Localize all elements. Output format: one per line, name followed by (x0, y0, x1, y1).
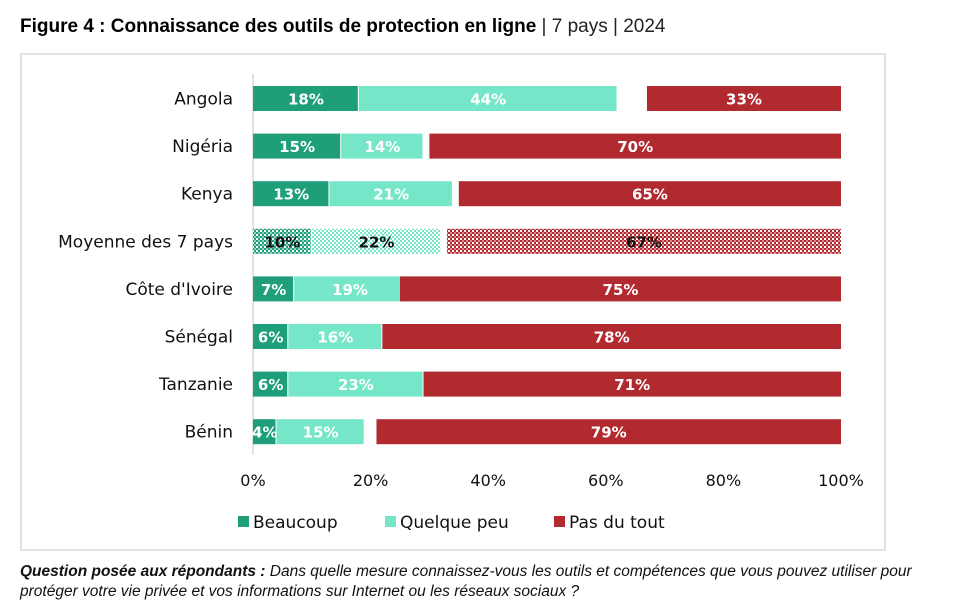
bar-segment-beaucoup (253, 181, 329, 207)
question-label: Question posée aux répondants : (20, 563, 266, 580)
bar-segment-quelque-peu (276, 419, 364, 445)
bar-segment-quelque-peu (288, 371, 423, 397)
data-label: 18% (288, 91, 324, 109)
category-label: Moyenne des 7 pays (58, 232, 233, 252)
category-label: Côte d'Ivoire (125, 280, 233, 300)
bar-segment-pas-du-tout (423, 371, 841, 397)
data-label: 7% (261, 281, 286, 299)
bar-segment-pas-du-tout (429, 133, 841, 159)
bar-segment-pas-du-tout (646, 86, 841, 111)
data-label: 19% (332, 281, 368, 299)
data-label: 23% (338, 376, 374, 394)
data-label: 10% (264, 233, 300, 251)
data-label: 65% (632, 186, 668, 204)
data-label: 15% (303, 424, 339, 442)
legend-swatch-pas-du-tout (554, 516, 565, 527)
data-label: 67% (626, 233, 662, 251)
category-labels: Angola Nigéria Kenya Moyenne des 7 pays Côte… (58, 90, 233, 443)
bar-segment-beaucoup (253, 276, 294, 302)
data-label: 33% (726, 91, 762, 109)
figure-title-main: Figure 4 : Connaissance des outils de pr… (20, 16, 537, 37)
bar-segment-quelque-peu (329, 181, 452, 207)
legend: Beaucoup Quelque peu Pas du tout (238, 513, 665, 533)
bar-segment-pas-du-tout (382, 324, 841, 349)
bar-segment-pas-du-tout (376, 419, 841, 445)
question-text: Dans quelle mesure connaissez-vous les o… (20, 563, 912, 600)
legend-swatch-quelque-peu (385, 516, 396, 527)
data-label: 4% (252, 424, 277, 442)
category-label: Bénin (185, 423, 233, 443)
category-label: Kenya (181, 185, 233, 205)
bars-group: 18% 44% 33% 15% 14% 70% 13% 21% 65% 10% 22% 67% 7% 19… (252, 86, 841, 445)
x-tick-label: 0% (240, 471, 265, 490)
data-label: 21% (373, 186, 409, 204)
bar-segment-pas-du-tout (447, 228, 841, 254)
data-label: 14% (364, 138, 400, 156)
data-label: 13% (273, 186, 309, 204)
chart-frame (20, 53, 886, 551)
bar-segment-beaucoup (253, 133, 341, 159)
bar-segment-quelque-peu (294, 276, 405, 302)
data-label: 44% (470, 91, 506, 109)
bar-segment-beaucoup (253, 419, 276, 445)
category-label: Angola (174, 90, 233, 110)
data-label: 15% (279, 138, 315, 156)
bar-segment-pas-du-tout (400, 276, 841, 302)
x-tick-label: 20% (353, 471, 389, 490)
data-label: 16% (317, 329, 353, 347)
x-tick-label: 60% (588, 471, 624, 490)
data-label: 6% (258, 329, 283, 347)
data-label: 22% (359, 233, 395, 251)
data-label: 78% (594, 329, 630, 347)
bar-segment-pas-du-tout (458, 181, 841, 207)
bar-segment-quelque-peu (311, 228, 441, 254)
x-tick-label: 40% (470, 471, 506, 490)
bar-segment-quelque-peu (341, 133, 423, 159)
figure-title-meta: | 7 pays | 2024 (536, 16, 666, 37)
data-label: 6% (258, 376, 283, 394)
bar-segment-beaucoup (253, 371, 288, 397)
category-label: Sénégal (165, 328, 233, 348)
x-tick-label: 80% (706, 471, 742, 490)
category-label: Nigéria (172, 137, 233, 157)
data-label: 75% (603, 281, 639, 299)
data-label: 71% (614, 376, 650, 394)
question-note: Question posée aux répondants : Dans que… (20, 562, 950, 602)
x-axis-ticks: 0% 20% 40% 60% 80% 100% (240, 471, 864, 490)
bar-segment-beaucoup (253, 228, 311, 254)
category-label: Tanzanie (158, 375, 233, 395)
data-label: 70% (617, 138, 653, 156)
bar-segment-quelque-peu (358, 86, 617, 111)
x-tick-label: 100% (818, 471, 864, 490)
legend-swatch-beaucoup (238, 516, 249, 527)
legend-label-quelque-peu: Quelque peu (400, 513, 509, 533)
figure-title: Figure 4 : Connaissance des outils de pr… (20, 16, 666, 38)
bar-segment-beaucoup (253, 324, 288, 349)
legend-label-pas-du-tout: Pas du tout (569, 513, 665, 533)
legend-label-beaucoup: Beaucoup (253, 513, 338, 533)
bar-segment-beaucoup (253, 86, 358, 111)
bar-segment-quelque-peu (288, 324, 382, 349)
data-label: 79% (591, 424, 627, 442)
